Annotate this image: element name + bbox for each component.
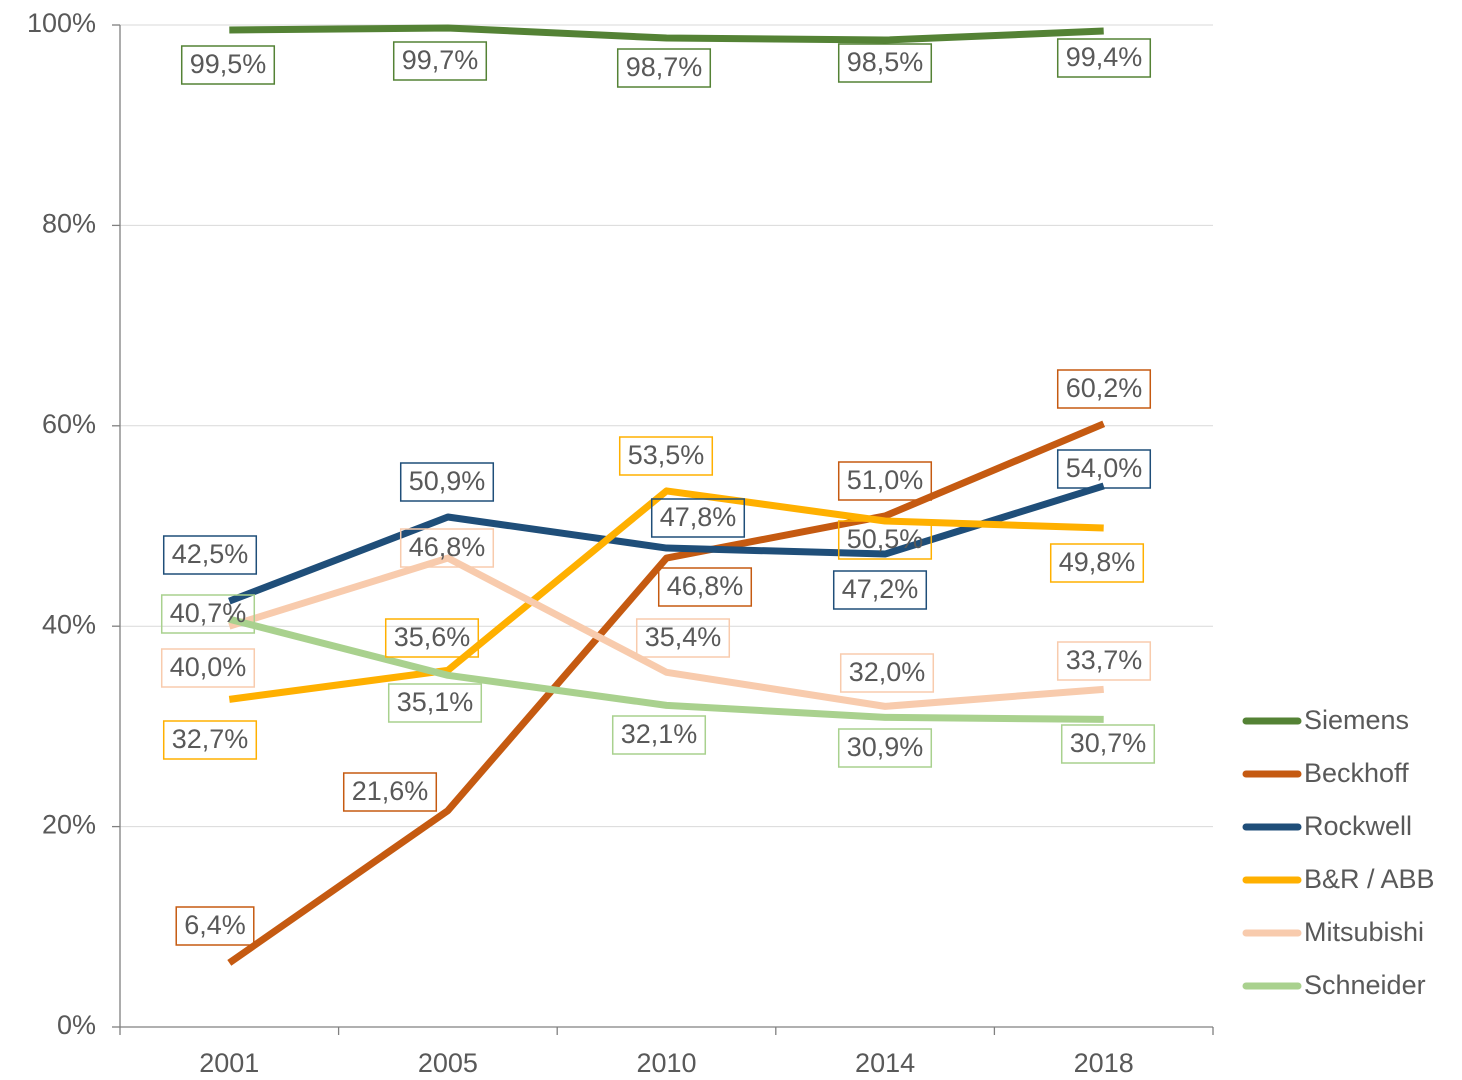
x-tick-label: 2018 — [1074, 1048, 1134, 1078]
data-label: 30,9% — [847, 732, 924, 762]
y-tick-label: 80% — [42, 209, 96, 239]
data-label-box — [837, 43, 933, 83]
data-label-box — [175, 906, 255, 946]
data-label: 46,8% — [409, 532, 486, 562]
data-label-box — [611, 715, 707, 755]
y-tick-label: 40% — [42, 609, 96, 639]
x-tick-label: 2001 — [199, 1048, 259, 1078]
data-label: 35,1% — [397, 687, 474, 717]
data-label-box — [1056, 369, 1152, 409]
series-line — [228, 554, 1104, 710]
data-label: 30,7% — [1070, 728, 1147, 758]
data-label: 99,7% — [402, 45, 479, 75]
data-label-box — [162, 720, 258, 760]
data-label: 40,7% — [170, 598, 247, 628]
data-label: 47,8% — [660, 502, 737, 532]
series-line — [228, 487, 1104, 703]
data-label: 6,4% — [184, 910, 246, 940]
data-label: 32,1% — [621, 719, 698, 749]
data-label-box — [342, 772, 438, 812]
data-label-box — [180, 45, 276, 85]
data-label-box — [1056, 38, 1152, 78]
x-tick-label: 2014 — [855, 1048, 915, 1078]
data-label: 35,4% — [645, 622, 722, 652]
data-label-box — [650, 498, 746, 538]
data-label: 32,0% — [849, 657, 926, 687]
data-label: 54,0% — [1066, 453, 1143, 483]
data-label: 99,4% — [1066, 42, 1143, 72]
data-label: 35,6% — [394, 622, 471, 652]
data-label-box — [1056, 449, 1152, 489]
data-label-box — [618, 436, 714, 476]
x-tick-label: 2010 — [636, 1048, 696, 1078]
data-label: 50,9% — [409, 466, 486, 496]
data-label: 32,7% — [172, 724, 249, 754]
data-label: 50,5% — [847, 524, 924, 554]
data-label-box — [160, 594, 256, 634]
data-label-box — [162, 535, 258, 575]
y-tick-label: 20% — [42, 810, 96, 840]
legend-label: Siemens — [1304, 705, 1409, 735]
y-tick-label: 60% — [42, 409, 96, 439]
data-label-box — [399, 528, 495, 568]
data-label-box — [387, 683, 483, 723]
legend-label: Schneider — [1304, 970, 1426, 1000]
data-label-box — [657, 567, 753, 607]
data-label: 53,5% — [628, 440, 705, 470]
data-label: 99,5% — [190, 49, 267, 79]
data-label: 60,2% — [1066, 373, 1143, 403]
data-label-box — [399, 462, 495, 502]
data-label-box — [1056, 641, 1152, 681]
data-label-box — [837, 461, 933, 501]
legend-label: Mitsubishi — [1304, 917, 1424, 947]
data-label-box — [837, 520, 933, 560]
y-tick-label: 100% — [27, 8, 96, 38]
series-line — [229, 24, 1104, 44]
x-tick-label: 2005 — [418, 1048, 478, 1078]
y-tick-label: 0% — [57, 1010, 96, 1040]
data-label-box — [392, 41, 488, 81]
series-line — [227, 420, 1106, 966]
data-label: 49,8% — [1059, 547, 1136, 577]
data-label: 42,5% — [172, 539, 249, 569]
data-label-box — [616, 48, 712, 88]
legend-label: Beckhoff — [1304, 758, 1409, 788]
data-label: 98,7% — [626, 52, 703, 82]
data-label: 46,8% — [667, 571, 744, 601]
series-line — [228, 615, 1104, 723]
data-label-box — [384, 618, 480, 658]
data-label-box — [635, 618, 731, 658]
data-label-box — [837, 728, 933, 768]
legend-label: B&R / ABB — [1304, 864, 1435, 894]
data-label: 47,2% — [842, 574, 919, 604]
data-label: 33,7% — [1066, 645, 1143, 675]
data-label-box — [160, 648, 256, 688]
data-label-box — [832, 570, 928, 610]
legend-label: Rockwell — [1304, 811, 1412, 841]
data-label: 51,0% — [847, 465, 924, 495]
data-label-box — [1049, 543, 1145, 583]
data-label: 40,0% — [170, 652, 247, 682]
data-label-box — [1060, 724, 1156, 764]
data-label-box — [839, 653, 935, 693]
data-label: 21,6% — [352, 776, 429, 806]
data-label: 98,5% — [847, 47, 924, 77]
series-line — [228, 482, 1105, 605]
